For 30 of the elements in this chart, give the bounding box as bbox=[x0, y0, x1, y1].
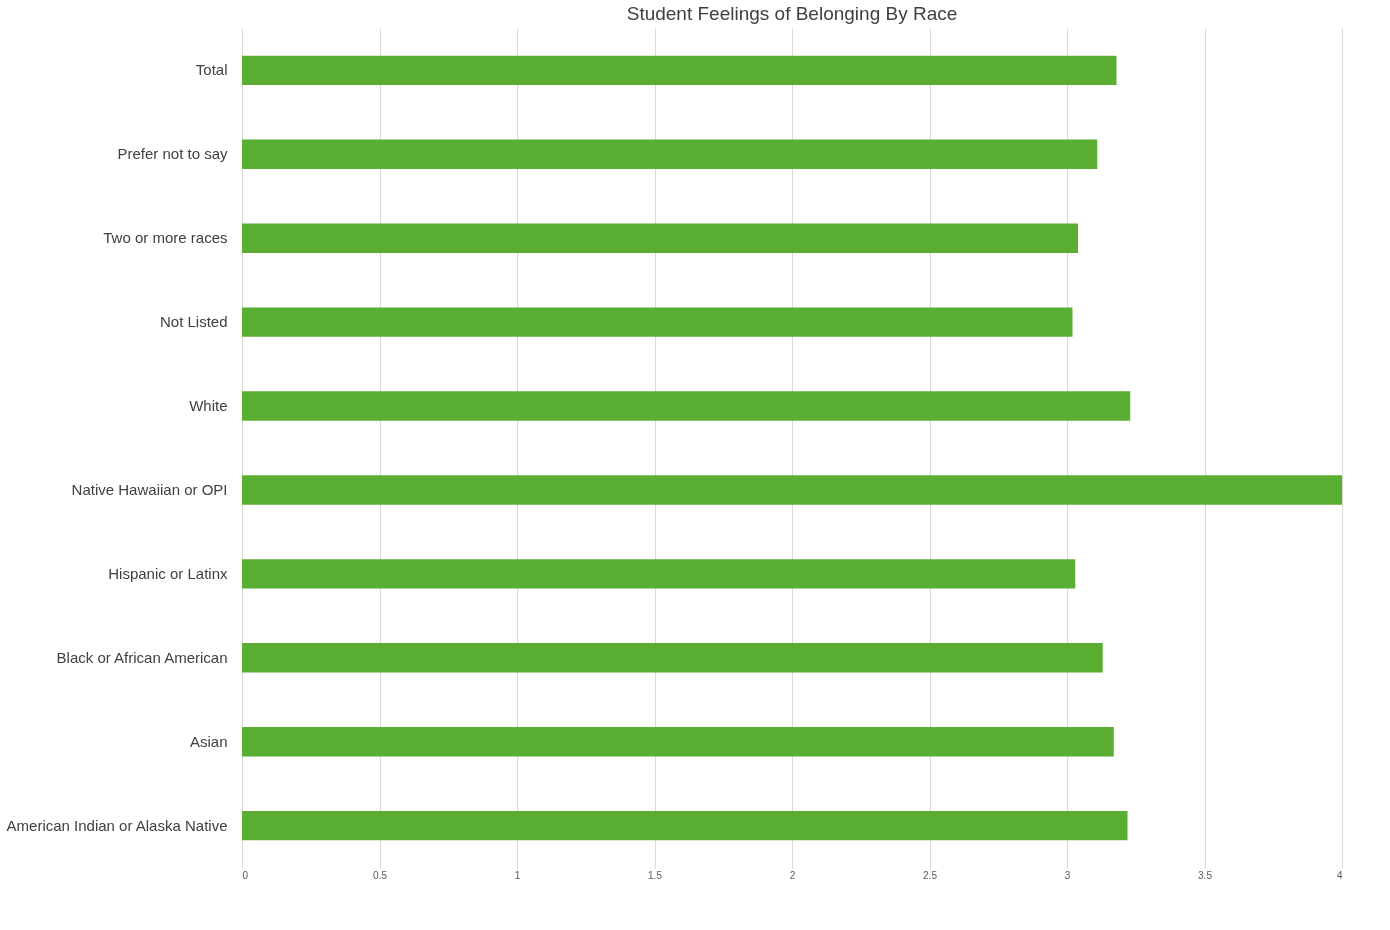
x-tick-label: 3.5 bbox=[1198, 869, 1213, 881]
x-tick-label: 2 bbox=[789, 869, 796, 881]
y-tick-label: White bbox=[189, 397, 228, 415]
chart-title: Student Feelings of Belonging By Race bbox=[626, 3, 958, 24]
bar bbox=[242, 559, 1076, 589]
bar bbox=[242, 139, 1098, 169]
y-tick-label: American Indian or Alaska Native bbox=[6, 816, 228, 834]
bar bbox=[242, 55, 1117, 86]
y-tick-label: Prefer not to say bbox=[117, 145, 228, 163]
y-tick-label: Black or African American bbox=[56, 648, 228, 666]
bar bbox=[242, 475, 1342, 505]
bar bbox=[242, 223, 1078, 253]
bar bbox=[242, 307, 1073, 337]
bar bbox=[242, 727, 1114, 757]
x-tick-label: 3 bbox=[1064, 869, 1071, 881]
x-tick-label: 4 bbox=[1336, 869, 1343, 881]
bar bbox=[242, 643, 1103, 673]
x-tick-label: 1.5 bbox=[648, 869, 663, 881]
bar bbox=[242, 810, 1128, 841]
y-tick-label: Two or more races bbox=[103, 229, 228, 247]
y-tick-label: Total bbox=[195, 61, 228, 79]
bar bbox=[242, 391, 1131, 421]
y-tick-label: Asian bbox=[189, 732, 228, 750]
y-tick-label: Not Listed bbox=[159, 313, 228, 331]
x-tick-label: 2.5 bbox=[923, 869, 938, 881]
x-tick-label: 0.5 bbox=[373, 869, 388, 881]
x-tick-label: 0 bbox=[242, 869, 249, 881]
y-tick-label: Hispanic or Latinx bbox=[108, 564, 228, 582]
x-tick-label: 1 bbox=[514, 869, 521, 881]
y-tick-label: Native Hawaiian or OPI bbox=[71, 480, 228, 498]
